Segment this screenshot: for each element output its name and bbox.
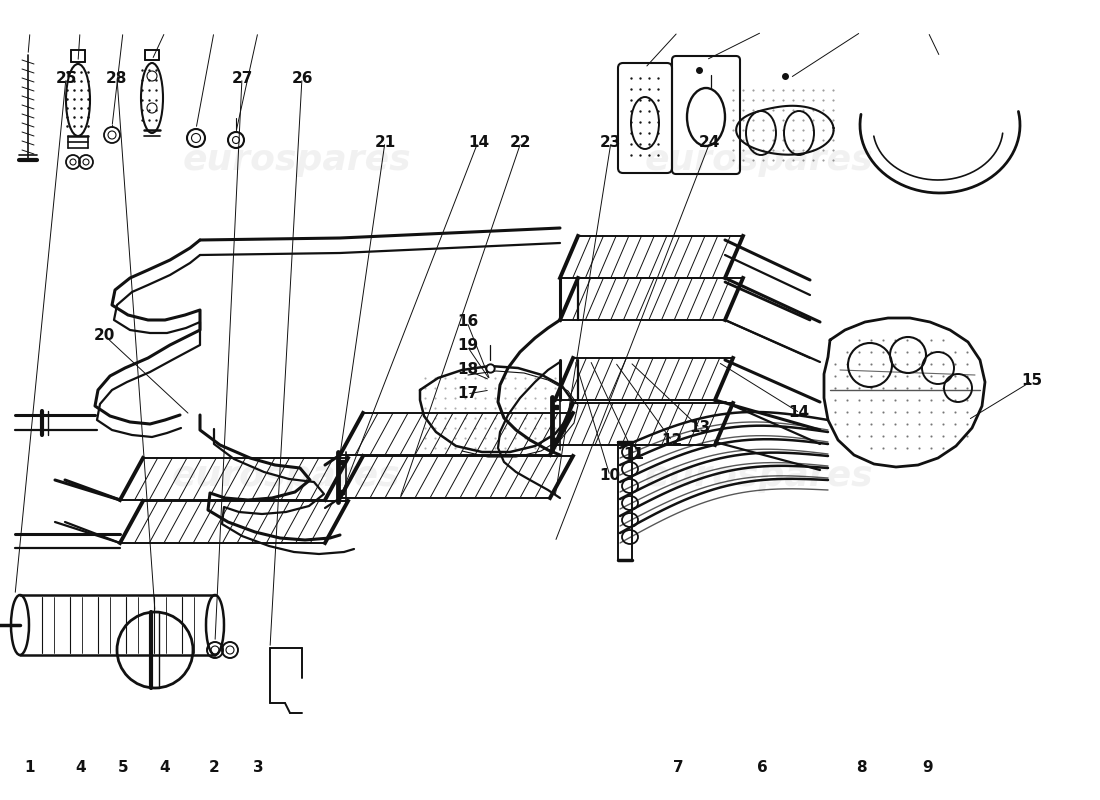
Text: 16: 16 — [456, 314, 478, 329]
Text: eurospares: eurospares — [172, 459, 400, 493]
Text: 21: 21 — [374, 135, 396, 150]
Text: 26: 26 — [292, 71, 313, 86]
Text: 25: 25 — [55, 71, 77, 86]
Text: 1: 1 — [24, 761, 35, 775]
Text: 8: 8 — [856, 761, 867, 775]
Text: 20: 20 — [94, 329, 115, 343]
Text: 24: 24 — [698, 135, 720, 150]
Text: 2: 2 — [209, 761, 220, 775]
Text: 4: 4 — [75, 761, 86, 775]
Text: 15: 15 — [1021, 374, 1043, 388]
Text: 22: 22 — [509, 135, 531, 150]
Text: 28: 28 — [106, 71, 128, 86]
Text: 11: 11 — [623, 447, 645, 462]
Text: 7: 7 — [673, 761, 684, 775]
Text: 27: 27 — [231, 71, 253, 86]
Text: 19: 19 — [456, 338, 478, 353]
Text: 23: 23 — [600, 135, 621, 150]
Text: 5: 5 — [118, 761, 129, 775]
Text: 9: 9 — [922, 761, 933, 775]
Text: 13: 13 — [689, 421, 711, 435]
Text: 10: 10 — [598, 469, 620, 483]
Text: 14: 14 — [788, 406, 810, 420]
Text: eurospares: eurospares — [183, 143, 411, 177]
Text: 17: 17 — [456, 386, 478, 401]
Text: eurospares: eurospares — [645, 459, 873, 493]
Text: 4: 4 — [160, 761, 170, 775]
Text: eurospares: eurospares — [645, 143, 873, 177]
Text: 6: 6 — [757, 761, 768, 775]
Text: 12: 12 — [661, 434, 683, 448]
Text: 3: 3 — [253, 761, 264, 775]
Text: 18: 18 — [456, 362, 478, 377]
Text: 14: 14 — [468, 135, 490, 150]
